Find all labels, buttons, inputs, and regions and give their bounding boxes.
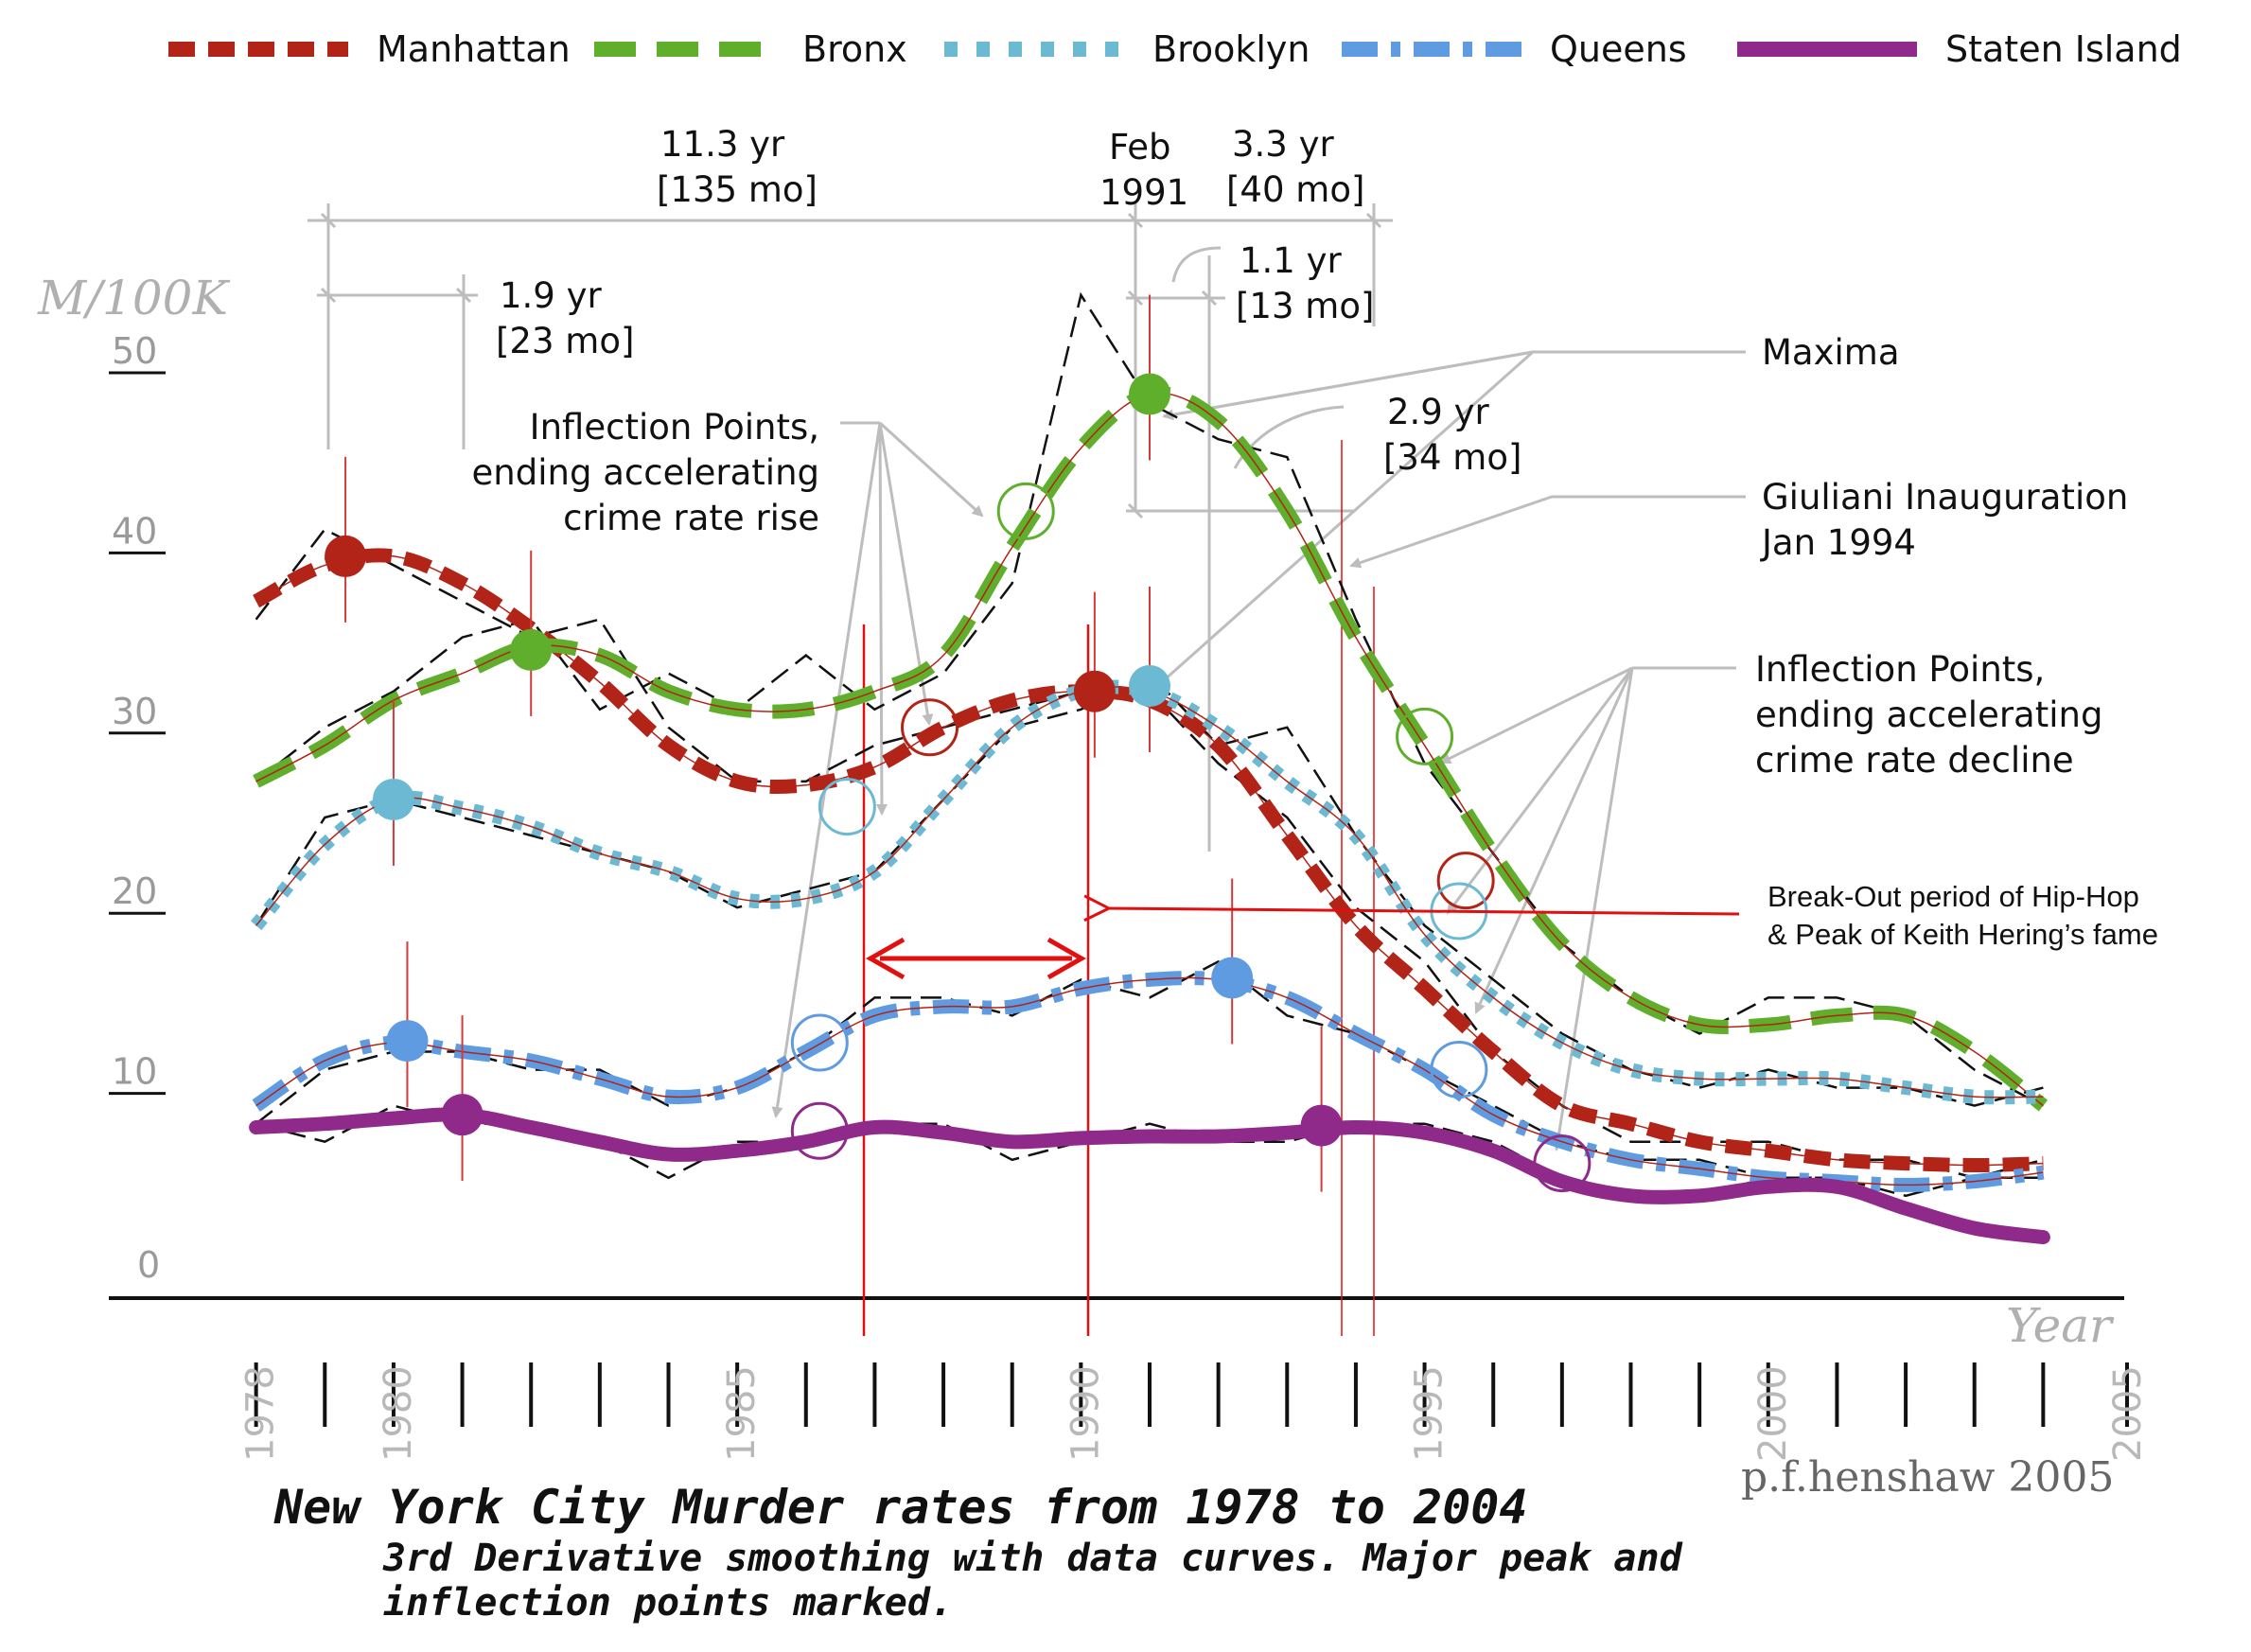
legend: Manhattan Bronx Brooklyn Queens Staten Islan… — [168, 28, 2182, 70]
hiphop-arrowhead-right — [1046, 937, 1087, 980]
maximum-point-brooklyn — [372, 778, 414, 820]
y-tick-label: 0 — [137, 1244, 160, 1286]
y-tick-label: 30 — [112, 691, 157, 732]
legend-item-brooklyn: Brooklyn — [944, 28, 1310, 70]
y-tick-label: 10 — [112, 1051, 157, 1093]
inflection-point-queens — [790, 1013, 849, 1072]
legend-item-bronx: Bronx — [594, 28, 907, 70]
giuliani-line2: Jan 1994 — [1760, 522, 1916, 563]
legend-label: Brooklyn — [1152, 28, 1310, 70]
y-axis-label: M/100K — [37, 271, 230, 325]
y-tick-label: 20 — [112, 870, 157, 912]
legend-item-queens: Queens — [1342, 28, 1687, 70]
maximum-point-queens — [386, 1020, 429, 1063]
inflection-decline-line1: Inflection Points, — [1755, 649, 2045, 690]
infl-decline-ptr-2 — [1446, 667, 1634, 915]
title-block: New York City Murder rates from 1978 to … — [273, 1453, 2114, 1625]
inflection-rise-line2: ending accelerating — [472, 452, 819, 493]
span-1-9-line2: [23 mo] — [496, 321, 634, 361]
legend-label: Manhattan — [377, 28, 571, 70]
span-2-9-line2: [34 mo] — [1383, 437, 1521, 478]
inflection-point-staten-island — [790, 1101, 849, 1160]
inflection-decline-line2: ending accelerating — [1755, 694, 2102, 735]
y-ticks: 0 10 20 30 40 50 — [109, 330, 166, 1286]
infl-decline-ptr-1 — [1439, 666, 1633, 764]
x-tick-label: 1978 — [239, 1365, 283, 1462]
annotation-texts: 11.3 yr [135 mo] 1.9 yr [23 mo] Feb 1991… — [472, 124, 2158, 951]
maximum-point-manhattan — [325, 535, 367, 577]
hiphop-pointer — [1107, 908, 1740, 914]
span-3-3-line2: [40 mo] — [1226, 169, 1364, 210]
chart-subtitle-1: 3rd Derivative smoothing with data curve… — [382, 1537, 1683, 1580]
legend-label: Staten Island — [1945, 28, 2182, 70]
span-1-1-line2: [13 mo] — [1236, 286, 1374, 326]
maxima-pointer-1 — [1162, 350, 1534, 421]
hiphop-line2: & Peak of Keith Hering’s fame — [1767, 918, 2158, 951]
red-markers — [862, 440, 1375, 1336]
x-tick-label: 1985 — [720, 1365, 764, 1462]
x-tick-label: 1980 — [377, 1365, 420, 1462]
credit: p.f.henshaw 2005 — [1741, 1453, 2114, 1502]
span-11-3-line1: 11.3 yr — [660, 124, 785, 165]
inflection-point-manhattan — [901, 698, 959, 757]
y-tick-label: 40 — [112, 510, 157, 552]
inflection-rise-line1: Inflection Points, — [530, 407, 819, 448]
span-end-ticks — [320, 212, 1382, 519]
smooth-curve-staten-island — [249, 1107, 2050, 1245]
hiphop-arrowhead-left — [865, 937, 906, 980]
hiphop-line1: Break-Out period of Hip-Hop — [1767, 880, 2139, 913]
chart-title: New York City Murder rates from 1978 to … — [273, 1480, 1528, 1535]
giuliani-line1: Giuliani Inauguration — [1762, 477, 2128, 518]
infl-rise-ptr-1 — [878, 421, 984, 518]
smoothed-curves — [249, 386, 2050, 1245]
curved-pointer-1-1 — [1171, 246, 1222, 283]
inflection-point-staten-island — [1533, 1134, 1592, 1193]
legend-item-manhattan: Manhattan — [168, 28, 571, 70]
inflection-point-manhattan — [1436, 852, 1495, 910]
legend-label: Bronx — [802, 28, 907, 70]
infl-rise-ptr-4 — [771, 422, 882, 1118]
maximum-point-manhattan — [1073, 670, 1116, 712]
annotation-lines — [308, 203, 1746, 1151]
x-tick-label: 2005 — [2106, 1365, 2150, 1462]
inflection-decline-line3: crime rate decline — [1755, 740, 2074, 781]
feb-1991-line2: 1991 — [1099, 172, 1188, 213]
inflection-point-bronx — [1396, 707, 1454, 765]
span-1-1-line1: 1.1 yr — [1240, 240, 1343, 281]
x-ticks: 1978 1980 1985 1990 1995 2000 2005 — [239, 1362, 2150, 1462]
inflection-point-queens — [1430, 1041, 1488, 1099]
maximum-point-staten-island — [1300, 1104, 1343, 1147]
maximum-point-queens — [1211, 957, 1254, 999]
x-tick-label: 1995 — [1408, 1365, 1451, 1462]
span-3-3-line1: 3.3 yr — [1232, 124, 1335, 165]
legend-item-staten-island: Staten Island — [1737, 28, 2182, 70]
span-2-9-line1: 2.9 yr — [1387, 392, 1490, 432]
maxima-label: Maxima — [1762, 332, 1900, 373]
span-1-9-line1: 1.9 yr — [500, 275, 603, 316]
x-tick-label: 1990 — [1064, 1365, 1107, 1462]
infl-decline-ptr-3 — [1474, 667, 1634, 1014]
inflection-point-bronx — [996, 482, 1055, 540]
center-line-queens — [255, 976, 2044, 1186]
x-tick-label: 2000 — [1751, 1365, 1795, 1462]
maximum-point-brooklyn — [1129, 665, 1170, 708]
infl-decline-ptr-4 — [1552, 667, 1634, 1151]
inflection-rise-line3: crime rate rise — [563, 498, 819, 538]
y-tick-label: 50 — [112, 330, 157, 372]
chart-subtitle-2: inflection points marked. — [383, 1581, 953, 1625]
inflection-point-brooklyn — [818, 778, 876, 836]
maximum-point-staten-island — [441, 1094, 484, 1136]
axes: M/100K Year 0 10 20 30 40 50 1978 1980 1985 1990… — [37, 271, 2150, 1462]
x-axis-label: Year — [2006, 1298, 2115, 1353]
span-11-3-line2: [135 mo] — [657, 169, 818, 210]
feb-1991-line1: Feb — [1109, 127, 1171, 167]
infl-rise-ptr-3 — [875, 422, 888, 816]
legend-label: Queens — [1550, 28, 1687, 70]
marked-points — [325, 294, 1592, 1193]
maximum-point-bronx — [510, 628, 553, 671]
maximum-point-bronx — [1129, 373, 1170, 415]
giuliani-pointer — [1349, 495, 1746, 569]
hiphop-arrows — [865, 908, 1740, 980]
